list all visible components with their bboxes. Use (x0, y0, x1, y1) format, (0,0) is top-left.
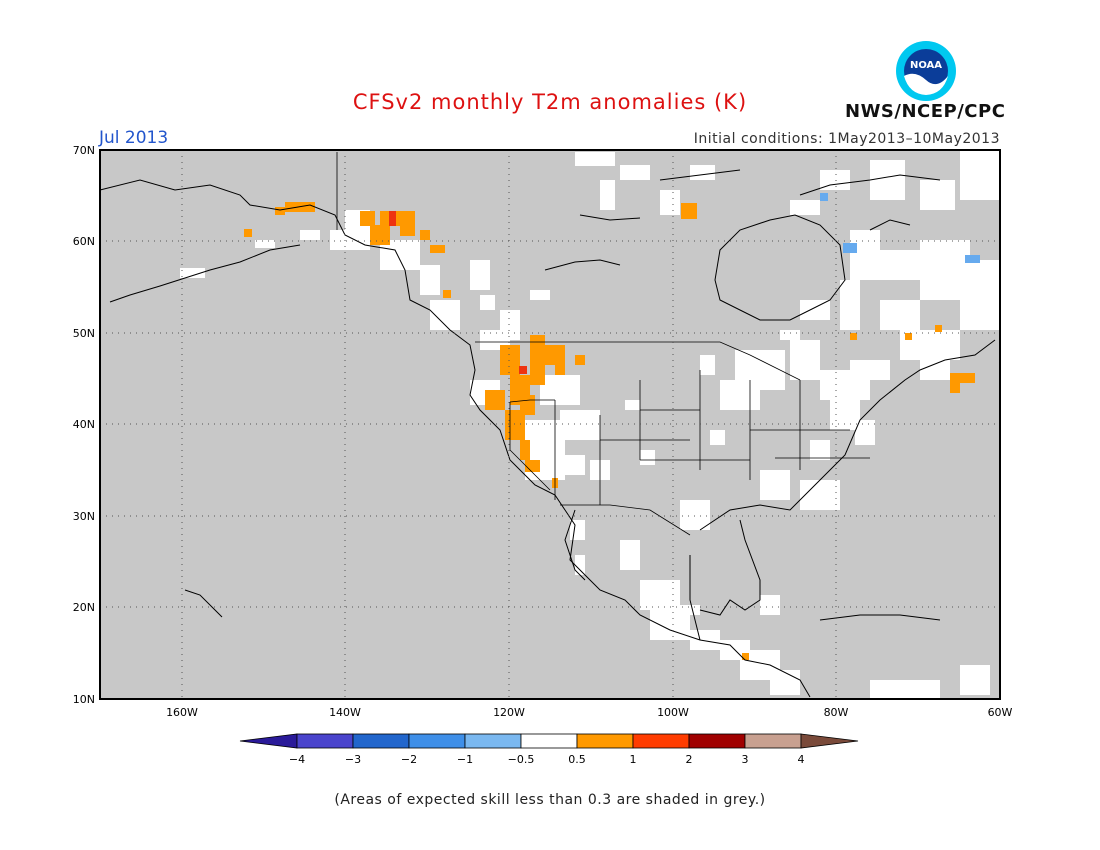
colorbar-segment (632, 733, 690, 749)
lat-label: 20N (73, 601, 95, 614)
warm-anomaly-areas (244, 202, 975, 660)
political-borders (336, 152, 870, 536)
lat-label: 70N (73, 144, 95, 157)
skill-footnote: (Areas of expected skill less than 0.3 a… (334, 792, 766, 808)
colorbar-label: −1 (457, 753, 473, 766)
lon-label: 160W (166, 706, 198, 719)
colorbar-label: 1 (630, 753, 637, 766)
colorbar-label: −2 (401, 753, 417, 766)
gridlines (100, 150, 1000, 699)
colorbar-label: 0.5 (568, 753, 586, 766)
colorbar (239, 733, 859, 749)
lat-label: 30N (73, 510, 95, 523)
colorbar-label: 4 (798, 753, 805, 766)
colorbar-label: 3 (742, 753, 749, 766)
noaa-logo: NOAA (896, 41, 956, 101)
colorbar-label: 2 (686, 753, 693, 766)
near-normal-areas (180, 150, 1000, 698)
lat-label: 40N (73, 418, 95, 431)
lon-label: 140W (329, 706, 361, 719)
lon-label: 120W (493, 706, 525, 719)
colorbar-segment (464, 733, 522, 749)
lat-label: 60N (73, 235, 95, 248)
longitude-labels: 160W 140W 120W 100W 80W 60W (166, 706, 1012, 719)
colorbar-segment (800, 733, 859, 749)
noaa-logo-text: NOAA (910, 60, 942, 71)
lat-label: 50N (73, 327, 95, 340)
colorbar-segment (239, 733, 298, 749)
latitude-labels: 70N 60N 50N 40N 30N 20N 10N (73, 144, 95, 706)
colorbar-segment (744, 733, 802, 749)
colorbar-label: −4 (289, 753, 305, 766)
colorbar-label: −0.5 (508, 753, 535, 766)
colorbar-segment (688, 733, 746, 749)
forecast-month: Jul 2013 (99, 128, 169, 148)
map-frame (99, 149, 1001, 700)
agency-label: NWS/NCEP/CPC (845, 101, 1006, 122)
initial-conditions: Initial conditions: 1May2013–10May2013 (693, 131, 1000, 147)
colorbar-segment (408, 733, 466, 749)
colorbar-segment (296, 733, 354, 749)
colorbar-label: −3 (345, 753, 361, 766)
cool-anomaly-areas (820, 193, 980, 263)
lon-label: 60W (988, 706, 1013, 719)
lon-label: 80W (824, 706, 849, 719)
lat-label: 10N (73, 693, 95, 706)
colorbar-labels: −4 −3 −2 −1 −0.5 0.5 1 2 3 4 (289, 753, 805, 766)
chart-title: CFSv2 monthly T2m anomalies (K) (352, 90, 748, 114)
coastlines (99, 169, 996, 698)
colorbar-segment (576, 733, 634, 749)
colorbar-segment (352, 733, 410, 749)
lon-label: 100W (657, 706, 689, 719)
colorbar-segment (520, 733, 578, 749)
strong-warm-anomaly-areas (389, 211, 527, 374)
